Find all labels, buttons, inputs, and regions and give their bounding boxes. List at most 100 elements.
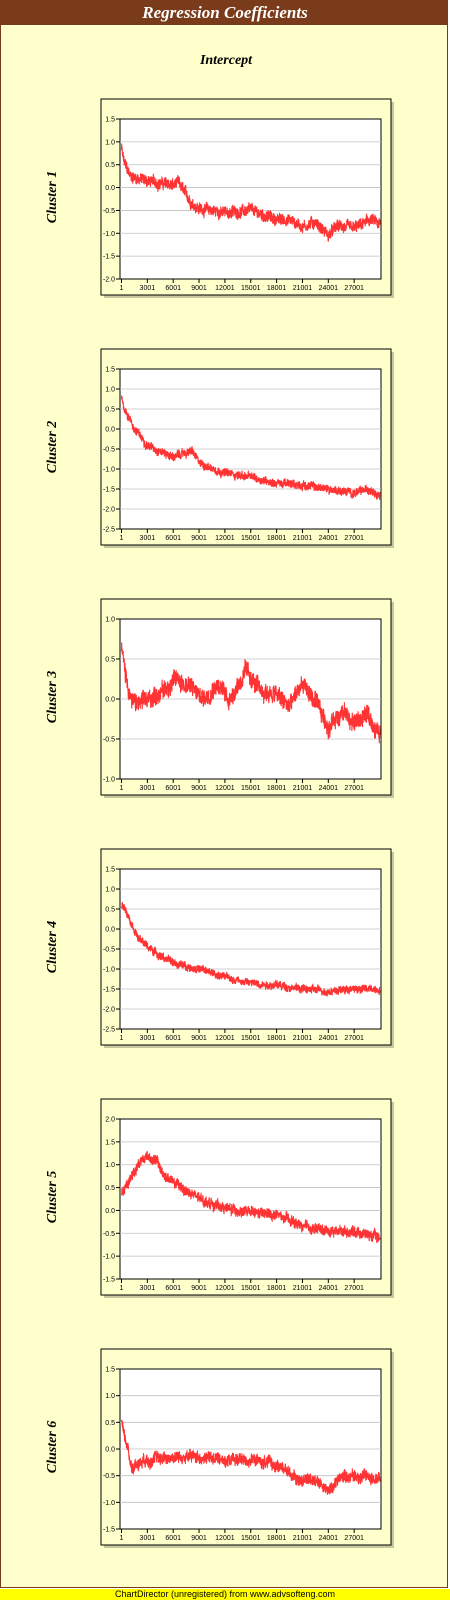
- y-tick-label: -0.5: [103, 1473, 115, 1480]
- x-tick-label: 1: [120, 1535, 124, 1542]
- x-tick-label: 27001: [344, 785, 364, 792]
- x-tick-label: 3001: [140, 1035, 156, 1042]
- x-tick-label: 24001: [319, 535, 339, 542]
- y-tick-label: 1.0: [105, 1162, 115, 1169]
- y-tick-label: 1.5: [105, 1367, 115, 1374]
- y-axis-label: Cluster 6: [45, 1421, 60, 1474]
- y-tick-label: 0.5: [105, 1420, 115, 1427]
- x-tick-label: 27001: [344, 285, 364, 292]
- y-tick-label: -1.5: [103, 1277, 115, 1284]
- y-tick-label: 0.5: [105, 162, 115, 169]
- y-tick-label: -1.5: [103, 1527, 115, 1534]
- x-tick-label: 18001: [267, 1285, 287, 1292]
- series-line: [120, 1419, 381, 1495]
- y-tick-label: 1.0: [105, 1393, 115, 1400]
- y-tick-label: 1.5: [105, 367, 115, 374]
- series-line: [120, 1150, 381, 1243]
- y-axis-label: Cluster 2: [45, 421, 60, 474]
- y-tick-label: -0.5: [103, 208, 115, 215]
- x-tick-label: 6001: [165, 1035, 181, 1042]
- y-axis-label: Cluster 1: [45, 171, 60, 224]
- x-tick-label: 6001: [165, 785, 181, 792]
- y-tick-label: -1.0: [103, 777, 115, 784]
- plot-area: [119, 1118, 382, 1280]
- x-tick-label: 24001: [319, 1535, 339, 1542]
- x-tick-label: 9001: [191, 785, 207, 792]
- y-tick-label: -0.5: [103, 947, 115, 954]
- x-tick-label: 21001: [293, 1535, 313, 1542]
- y-tick-label: 0.0: [105, 1447, 115, 1454]
- y-tick-label: 1.0: [105, 617, 115, 624]
- x-tick-label: 27001: [344, 1035, 364, 1042]
- y-tick-label: -2.5: [103, 527, 115, 534]
- x-tick-label: 15001: [241, 1285, 261, 1292]
- y-tick-label: -2.0: [103, 507, 115, 514]
- x-tick-label: 21001: [293, 785, 313, 792]
- x-tick-label: 24001: [319, 1035, 339, 1042]
- x-tick-label: 21001: [293, 1285, 313, 1292]
- y-tick-label: -1.0: [103, 1254, 115, 1261]
- x-tick-label: 3001: [140, 285, 156, 292]
- x-tick-label: 1: [120, 285, 124, 292]
- x-tick-label: 1: [120, 535, 124, 542]
- x-tick-label: 15001: [241, 1035, 261, 1042]
- footer-watermark[interactable]: ChartDirector (unregistered) from www.ad…: [0, 1589, 450, 1600]
- x-tick-label: 1: [120, 1035, 124, 1042]
- y-tick-label: 0.0: [105, 1208, 115, 1215]
- x-tick-label: 12001: [215, 535, 235, 542]
- cluster-chart-3: 1.0 0.5 0.0 -0.5 -1.0 1 3001 6001 9001 12001 15001…: [45, 598, 394, 798]
- y-tick-label: -2.5: [103, 1027, 115, 1034]
- series-line: [120, 642, 381, 744]
- y-tick-label: -1.0: [103, 231, 115, 238]
- y-tick-label: 0.0: [105, 427, 115, 434]
- x-tick-label: 24001: [319, 1285, 339, 1292]
- x-tick-label: 3001: [140, 1285, 156, 1292]
- y-tick-label: 1.0: [105, 139, 115, 146]
- x-tick-label: 27001: [344, 1535, 364, 1542]
- cluster-chart-2: 1.5 1.0 0.5 0.0 -0.5 -1.0 -1.5 -2.0 -2.5 1 3001 600…: [45, 348, 394, 548]
- x-tick-label: 1: [120, 785, 124, 792]
- y-axis-label: Cluster 5: [45, 1171, 60, 1224]
- x-tick-label: 27001: [344, 535, 364, 542]
- y-tick-label: 1.0: [105, 887, 115, 894]
- x-tick-label: 12001: [215, 1285, 235, 1292]
- x-tick-label: 3001: [140, 785, 156, 792]
- y-tick-label: 1.0: [105, 387, 115, 394]
- y-tick-label: -2.0: [103, 277, 115, 284]
- x-tick-label: 12001: [215, 785, 235, 792]
- x-tick-label: 24001: [319, 785, 339, 792]
- chart-subtitle: Intercept: [199, 53, 253, 68]
- y-tick-label: 0.0: [105, 185, 115, 192]
- plot-area: [119, 118, 382, 280]
- y-tick-label: -0.5: [103, 1231, 115, 1238]
- x-tick-label: 9001: [191, 1285, 207, 1292]
- y-tick-label: 1.5: [105, 1139, 115, 1146]
- y-tick-label: -0.5: [103, 737, 115, 744]
- x-tick-label: 9001: [191, 285, 207, 292]
- y-axis-label: Cluster 4: [45, 921, 60, 974]
- series-line: [120, 143, 381, 242]
- y-tick-label: 0.5: [105, 907, 115, 914]
- x-tick-label: 27001: [344, 1285, 364, 1292]
- series-line: [120, 902, 381, 997]
- series-line: [120, 395, 381, 500]
- x-tick-label: 3001: [140, 535, 156, 542]
- x-tick-label: 18001: [267, 285, 287, 292]
- x-tick-label: 1: [120, 1285, 124, 1292]
- x-tick-label: 12001: [215, 1035, 235, 1042]
- x-tick-label: 18001: [267, 535, 287, 542]
- x-tick-label: 9001: [191, 535, 207, 542]
- y-tick-label: 2.0: [105, 1117, 115, 1124]
- x-tick-label: 15001: [241, 785, 261, 792]
- x-tick-label: 6001: [165, 285, 181, 292]
- x-tick-label: 18001: [267, 785, 287, 792]
- y-tick-label: 0.0: [105, 927, 115, 934]
- y-tick-label: 0.0: [105, 697, 115, 704]
- x-tick-label: 6001: [165, 535, 181, 542]
- x-tick-label: 18001: [267, 1535, 287, 1542]
- y-tick-label: 0.5: [105, 1185, 115, 1192]
- y-tick-label: -1.0: [103, 967, 115, 974]
- x-tick-label: 21001: [293, 1035, 313, 1042]
- x-tick-label: 15001: [241, 285, 261, 292]
